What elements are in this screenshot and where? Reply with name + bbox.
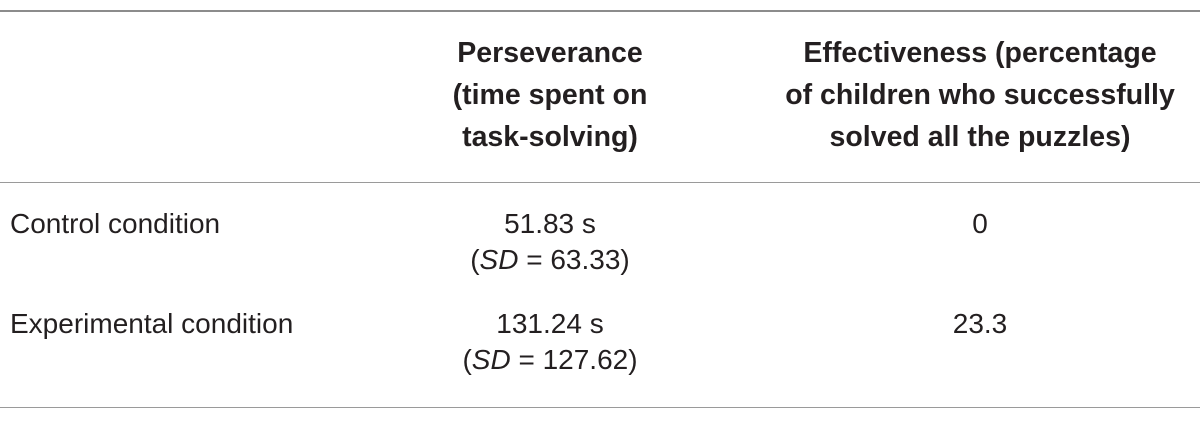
control-perseverance-value: 51.83 s: [504, 208, 596, 239]
cell-experimental-effectiveness: 23.3: [952, 308, 1008, 339]
cell-control-effectiveness: 0: [972, 208, 988, 239]
header-effectiveness-line-2: of children who successfully: [785, 79, 1175, 111]
experimental-sd-open: (: [462, 344, 472, 375]
cell-experimental-perseverance: 131.24 s (SD = 127.62): [400, 306, 700, 378]
header-perseverance-line-2: (time spent on: [452, 79, 648, 111]
header-perseverance-line-1: Perseverance: [457, 37, 643, 69]
header-perseverance: Perseverance (time spent on task-solving…: [400, 32, 700, 158]
control-sd-rest: = 63.33): [518, 244, 630, 275]
control-sd-open: (: [470, 244, 480, 275]
header-effectiveness: Effectiveness (percentage of children wh…: [760, 32, 1200, 158]
header-effectiveness-line-3: solved all the puzzles): [829, 121, 1131, 153]
experimental-sd-rest: = 127.62): [510, 344, 638, 375]
row-label-experimental: Experimental condition: [10, 308, 294, 339]
header-divider-rule: [0, 182, 1200, 183]
experimental-perseverance-value: 131.24 s: [496, 308, 604, 339]
experimental-perseverance-sd: (SD = 127.62): [400, 342, 700, 378]
table-top-rule: [0, 10, 1200, 12]
header-perseverance-line-3: task-solving): [462, 121, 638, 153]
header-effectiveness-line-1: Effectiveness (percentage: [803, 37, 1157, 69]
cell-control-perseverance: 51.83 s (SD = 63.33): [400, 206, 700, 278]
control-perseverance-sd: (SD = 63.33): [400, 242, 700, 278]
control-sd-label: SD: [479, 244, 519, 275]
experimental-sd-label: SD: [471, 344, 511, 375]
table-bottom-rule: [0, 407, 1200, 408]
row-label-control: Control condition: [10, 208, 221, 239]
